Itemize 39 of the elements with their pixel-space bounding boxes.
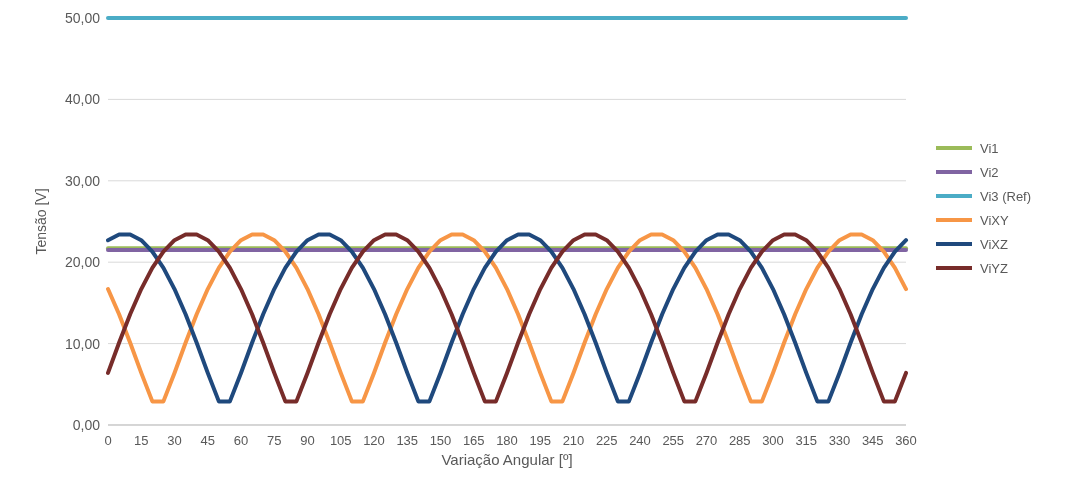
x-tick-label: 135 (396, 433, 419, 448)
y-tick-label: 20,00 (64, 254, 101, 271)
y-tick-label: 30,00 (64, 172, 101, 189)
x-tick-label: 255 (662, 433, 685, 448)
x-tick-label: 285 (728, 433, 751, 448)
x-tick-label: 90 (300, 433, 315, 448)
x-tick-label: 240 (629, 433, 651, 448)
x-tick-label: 360 (895, 433, 917, 448)
legend-label: Vi2 (980, 164, 999, 180)
x-tick-label: 105 (329, 433, 352, 448)
x-tick-label: 0 (104, 433, 112, 448)
x-tick-label: 210 (562, 433, 585, 448)
legend-label: ViYZ (980, 260, 1008, 276)
x-tick-label: 345 (861, 433, 884, 448)
x-tick-label: 225 (595, 433, 618, 448)
y-tick-label: 50,00 (64, 9, 101, 26)
x-tick-label: 60 (233, 433, 249, 448)
x-tick-label: 45 (200, 433, 215, 448)
x-tick-label: 30 (167, 433, 182, 448)
x-tick-label: 315 (795, 433, 818, 448)
y-axis-title: Tensão [V] (33, 188, 49, 255)
x-tick-label: 300 (762, 433, 784, 448)
legend-label: ViXZ (980, 236, 1008, 252)
x-tick-label: 270 (695, 433, 718, 448)
x-tick-label: 195 (529, 433, 552, 448)
x-axis-title: Variação Angular [º] (441, 451, 573, 468)
x-tick-label: 75 (267, 433, 282, 448)
y-tick-label: 10,00 (64, 335, 101, 352)
y-tick-label: 0,00 (72, 416, 101, 433)
legend-label: Vi3 (Ref) (980, 188, 1032, 204)
x-tick-label: 165 (462, 433, 485, 448)
x-tick-label: 15 (134, 433, 149, 448)
x-tick-label: 120 (363, 433, 385, 448)
legend-label: ViXY (980, 212, 1009, 228)
legend-label: Vi1 (980, 140, 999, 156)
x-tick-label: 330 (828, 433, 851, 448)
x-tick-label: 150 (429, 433, 452, 448)
x-tick-label: 180 (496, 433, 518, 448)
y-tick-label: 40,00 (64, 91, 101, 108)
